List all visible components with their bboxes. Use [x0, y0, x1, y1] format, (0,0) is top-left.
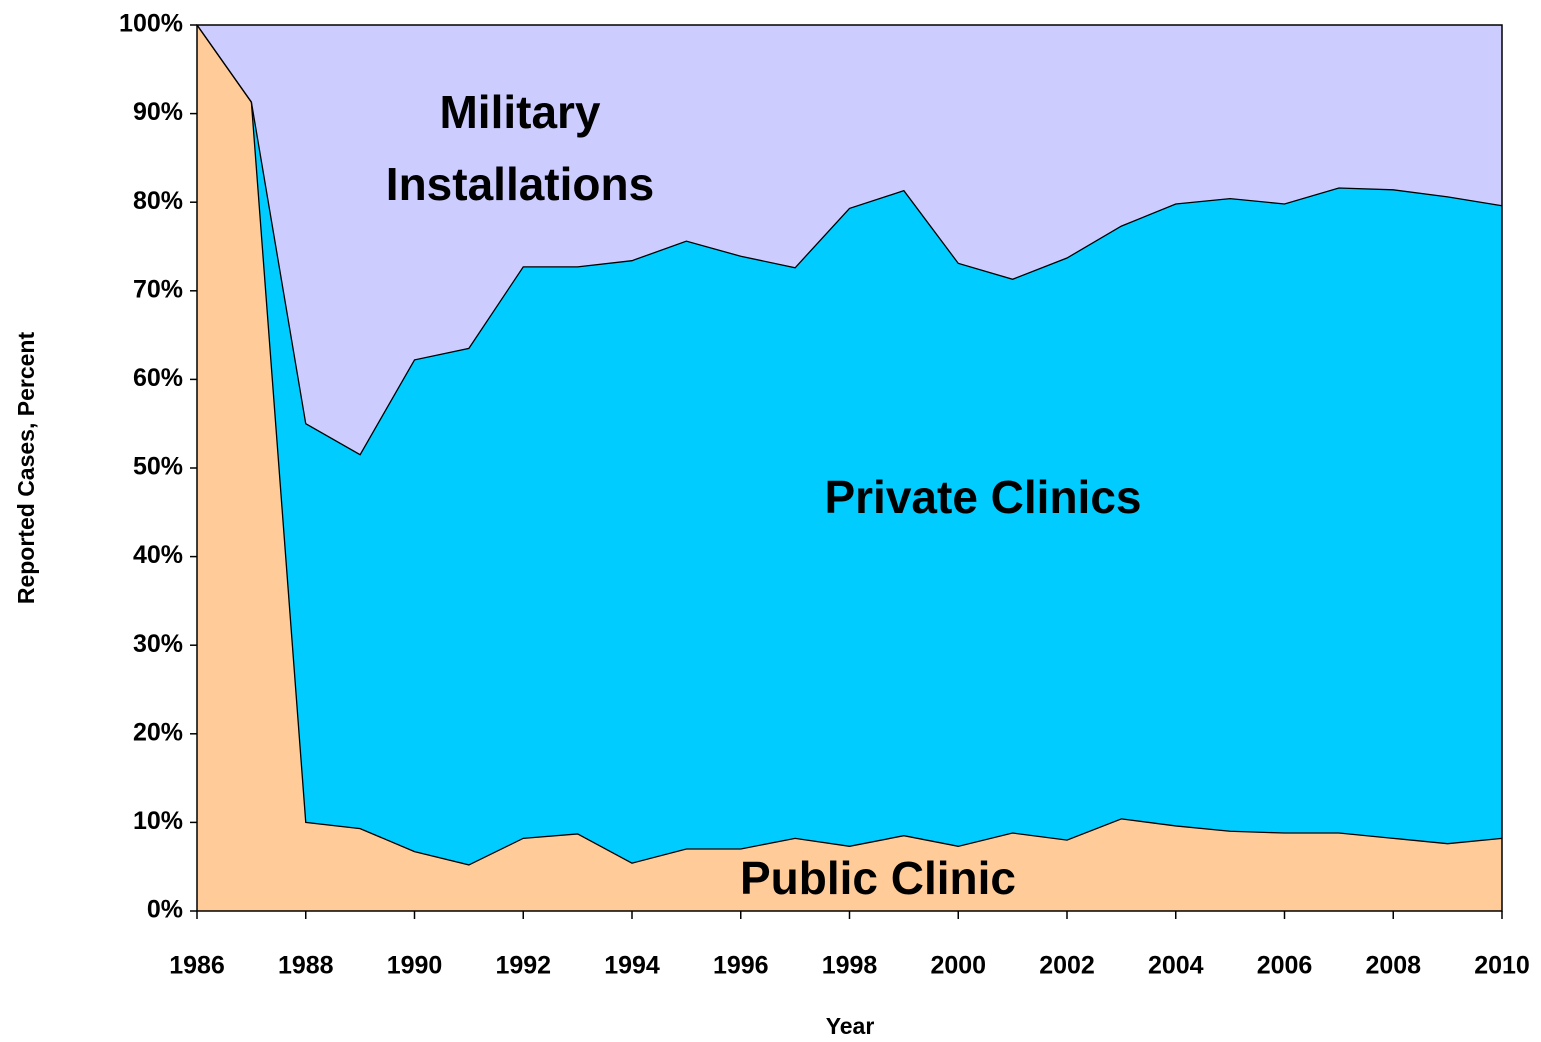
y-tick-label: 30%: [133, 630, 183, 658]
y-tick-label: 40%: [133, 541, 183, 569]
y-tick-label: 50%: [133, 453, 183, 481]
x-tick-label: 1990: [387, 952, 443, 980]
x-tick-label: 2004: [1148, 952, 1204, 980]
x-tick-label: 2002: [1039, 952, 1095, 980]
y-tick-label: 80%: [133, 187, 183, 215]
x-tick-label: 1998: [822, 952, 878, 980]
x-tick-label: 2000: [930, 952, 986, 980]
x-tick-label: 2010: [1474, 952, 1530, 980]
y-tick-label: 90%: [133, 98, 183, 126]
area-edge: [196, 24, 1503, 866]
series-label: Public Clinic: [739, 852, 1017, 904]
series-label: Military Installations: [385, 86, 655, 210]
series-label: Private Clinics: [824, 471, 1142, 523]
x-tick-label: 1992: [495, 952, 551, 980]
area-edge: [196, 24, 1503, 456]
y-axis-title: Reported Cases, Percent: [13, 332, 39, 605]
x-tick-label: 2008: [1365, 952, 1421, 980]
y-tick-label: 60%: [133, 364, 183, 392]
x-tick-label: 1986: [169, 952, 225, 980]
y-tick-label: 0%: [147, 896, 183, 924]
y-tick-label: 20%: [133, 718, 183, 746]
x-axis-title: Year: [826, 1013, 875, 1039]
x-tick-label: 1994: [604, 952, 660, 980]
area: [197, 25, 1502, 455]
y-tick-label: 70%: [133, 275, 183, 303]
y-tick-label: 10%: [133, 807, 183, 835]
x-tick-label: 1996: [713, 952, 769, 980]
y-tick-label: 100%: [119, 10, 183, 38]
x-tick-label: 2006: [1257, 952, 1313, 980]
area: [197, 25, 1502, 865]
x-tick-label: 1988: [278, 952, 334, 980]
